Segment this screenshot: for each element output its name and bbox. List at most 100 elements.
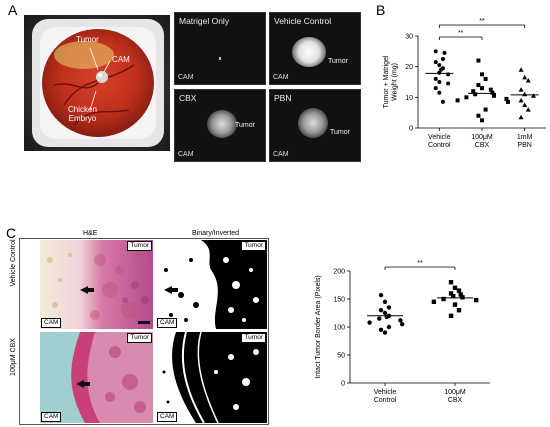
- y-axis-label: Intact Tumor Border Area (Pixels): [315, 275, 322, 378]
- binary-image-cbx: Tumor CAM: [156, 332, 267, 423]
- data-point: [367, 320, 372, 325]
- x-tick-label: Vehicle: [428, 134, 451, 141]
- y-tick-label: 100: [333, 325, 345, 332]
- data-point: [473, 297, 479, 303]
- fluor-cam-label: CAM: [273, 151, 289, 158]
- fluor-spot: [219, 57, 221, 60]
- fluor-tumor-label: Tumor: [330, 129, 350, 136]
- data-point: [382, 299, 388, 304]
- tumor-tag: Tumor: [127, 241, 152, 251]
- data-point: [437, 80, 442, 84]
- data-point: [382, 310, 388, 316]
- tumor-fluorescence: [292, 37, 326, 67]
- data-point: [377, 316, 382, 321]
- histology-col-title-he: H&E: [83, 230, 98, 237]
- panel-label-a: A: [8, 2, 18, 18]
- data-point: [386, 324, 392, 330]
- fluor-cam-label: CAM: [178, 74, 194, 81]
- y-tick-label: 150: [333, 297, 345, 304]
- photo-embryo-label: Chicken Embryo: [68, 105, 97, 123]
- chart-border-area: 0 50 100 150 200 Intact Tumor Border Area (Pi…: [315, 260, 490, 404]
- data-point: [456, 308, 462, 313]
- x-tick-label: CBX: [475, 142, 490, 149]
- row-label-cbx: 100μM CBX: [10, 338, 17, 376]
- chart-tumor-weight: 0 10 20 30 Tumor + Matrigel Weight (mg) Vehicl…: [383, 18, 546, 149]
- data-point: [480, 86, 484, 91]
- data-point: [483, 76, 488, 81]
- data-point: [522, 102, 528, 107]
- y-tick-label: 20: [405, 64, 413, 71]
- x-tick-label: Control: [374, 397, 397, 404]
- data-point: [433, 86, 438, 91]
- data-point: [476, 58, 481, 63]
- data-point: [451, 294, 456, 299]
- fluor-panel-title: Matrigel Only: [179, 16, 230, 26]
- x-tick-label: 100μM: [444, 389, 466, 396]
- data-point: [442, 50, 447, 55]
- data-point: [378, 308, 384, 313]
- data-point: [433, 76, 438, 81]
- cam-tag: CAM: [157, 412, 178, 422]
- data-point: [522, 74, 528, 80]
- significance-label: **: [458, 30, 464, 37]
- histology-col-title-binary: Binary/Inverted: [192, 230, 240, 237]
- y-tick-label: 50: [337, 353, 345, 360]
- data-point: [433, 60, 438, 65]
- fluor-panel-title: Vehicle Control: [274, 16, 332, 26]
- he-image-vehicle: Tumor CAM: [40, 240, 153, 329]
- data-point: [488, 87, 493, 92]
- data-point: [483, 107, 488, 112]
- data-point: [455, 98, 460, 103]
- x-tick-label: 100μM: [471, 134, 493, 141]
- data-point: [458, 292, 463, 297]
- data-point: [480, 72, 484, 77]
- data-point: [480, 118, 484, 123]
- data-point: [433, 49, 438, 54]
- data-point: [399, 322, 405, 327]
- data-point: [492, 93, 496, 98]
- binary-image-vehicle: Tumor CAM: [156, 240, 267, 329]
- data-point: [506, 99, 510, 104]
- data-point: [378, 292, 384, 298]
- data-point: [452, 285, 458, 290]
- panel-label-c: C: [6, 225, 17, 241]
- data-point: [386, 305, 392, 310]
- y-axis-label: Tumor + Matrigel: [383, 55, 390, 108]
- tumor-tag: Tumor: [241, 241, 266, 251]
- data-point: [440, 99, 445, 104]
- data-point: [464, 95, 469, 100]
- data-point: [504, 96, 509, 101]
- data-point: [437, 90, 442, 95]
- data-point: [460, 295, 465, 300]
- data-point: [525, 77, 531, 83]
- fluor-panel-title: CBX: [179, 93, 197, 103]
- y-tick-label: 200: [333, 269, 345, 276]
- data-point: [437, 70, 442, 75]
- significance-label: **: [479, 18, 485, 25]
- data-point: [446, 81, 451, 86]
- he-image-cbx: Tumor CAM: [40, 332, 153, 423]
- data-point: [437, 63, 442, 68]
- fluor-panel-title: PBN: [274, 93, 292, 103]
- data-point: [431, 299, 437, 304]
- x-tick-label: PBN: [517, 142, 531, 149]
- x-tick-label: CBX: [448, 397, 463, 404]
- y-tick-label: 10: [405, 95, 413, 102]
- data-point: [525, 107, 531, 112]
- fluor-tumor-label: Tumor: [328, 58, 348, 65]
- data-point: [522, 91, 528, 97]
- tumor-fluorescence: [207, 110, 237, 138]
- cam-tag: CAM: [157, 318, 178, 328]
- fluor-panel-matrigel: Matrigel Only CAM: [174, 12, 266, 85]
- photo-tumor-label: Tumor: [76, 35, 99, 44]
- significance-label: **: [417, 260, 423, 267]
- data-point: [378, 327, 384, 332]
- tumor-tag: Tumor: [241, 333, 266, 343]
- embryo-photo: Tumor CAM Chicken Embryo: [24, 15, 170, 151]
- x-tick-label: 1mM: [517, 134, 533, 141]
- fluor-cam-label: CAM: [273, 74, 289, 81]
- histology-frame: [19, 238, 269, 425]
- data-point: [530, 93, 536, 98]
- data-point: [441, 296, 446, 302]
- data-point: [382, 330, 388, 335]
